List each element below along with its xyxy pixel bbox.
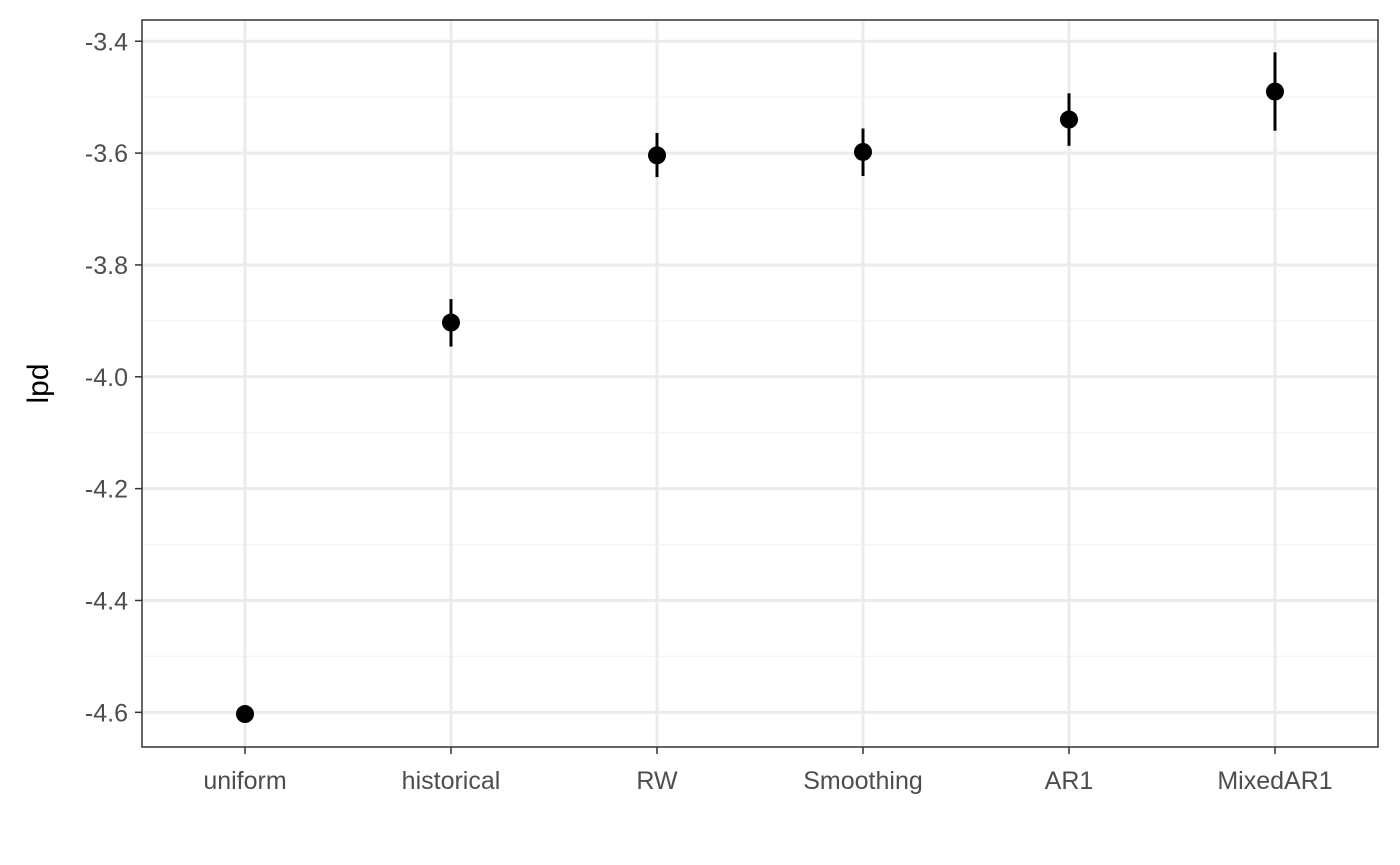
point-rw bbox=[648, 146, 666, 165]
y-tick-label: -4.6 bbox=[85, 699, 128, 727]
x-axis-tick-labels: uniform historical RW Smoothing AR1 MixedAR1 bbox=[203, 767, 1332, 795]
point-historical bbox=[442, 313, 460, 332]
x-tick-label-rw: RW bbox=[636, 767, 678, 795]
major-gridlines bbox=[142, 20, 1378, 747]
y-axis-tick-labels: -3.4 -3.6 -3.8 -4.0 -4.2 -4.4 -4.6 bbox=[85, 28, 128, 727]
panel-border bbox=[141, 19, 1379, 748]
point-ar1 bbox=[1060, 110, 1078, 129]
x-tick-label-historical: historical bbox=[402, 767, 501, 795]
x-tick-label-uniform: uniform bbox=[203, 767, 286, 795]
y-tick-label: -3.6 bbox=[85, 140, 128, 168]
point-smoothing bbox=[854, 142, 872, 161]
y-tick-label: -3.8 bbox=[85, 252, 128, 280]
x-tick-label-ar1: AR1 bbox=[1045, 767, 1094, 795]
axis-ticks bbox=[135, 40, 1276, 754]
y-tick-label: -4.0 bbox=[85, 364, 128, 392]
y-tick-label: -4.2 bbox=[85, 476, 128, 504]
x-tick-label-mixedar1: MixedAR1 bbox=[1217, 767, 1332, 795]
point-uniform bbox=[236, 705, 254, 724]
point-mixedar1 bbox=[1266, 82, 1284, 101]
y-tick-label: -4.4 bbox=[85, 587, 128, 615]
y-tick-label: -3.4 bbox=[85, 28, 128, 56]
y-axis-title: lpd bbox=[22, 363, 55, 403]
x-tick-label-smoothing: Smoothing bbox=[803, 767, 923, 795]
data-marks bbox=[236, 52, 1284, 724]
minor-gridlines bbox=[142, 96, 1378, 658]
